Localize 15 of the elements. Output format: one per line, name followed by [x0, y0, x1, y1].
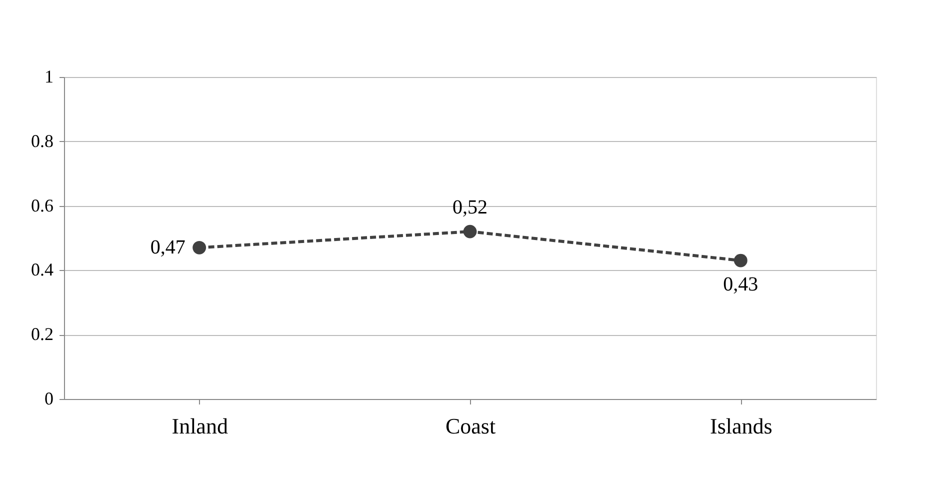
- data-label: 0,52: [452, 196, 488, 219]
- x-tick-label: Coast: [445, 414, 496, 438]
- y-tick-label: 0.8: [31, 130, 54, 151]
- data-label: 0,43: [723, 274, 758, 296]
- point: [192, 240, 206, 254]
- y-tick-label: 0: [44, 388, 54, 408]
- x-tick-label: Inland: [172, 414, 228, 438]
- y-tick-label: 0.6: [31, 195, 54, 216]
- data-label: 0,47: [150, 236, 186, 259]
- y-tick-label: 1: [44, 66, 54, 86]
- point: [734, 254, 748, 268]
- y-tick-label: 0.4: [31, 260, 54, 280]
- point: [463, 224, 477, 238]
- x-tick-label: Islands: [710, 414, 772, 438]
- y-tick-label: 0.2: [31, 324, 54, 344]
